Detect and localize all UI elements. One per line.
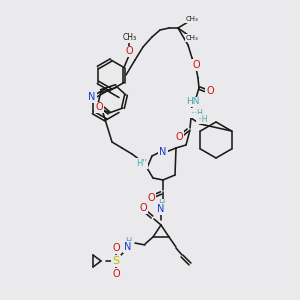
Text: O: O	[192, 60, 200, 70]
Text: ···H: ···H	[190, 109, 203, 118]
Text: O: O	[175, 132, 183, 142]
Text: O: O	[139, 203, 147, 213]
Text: N: N	[124, 242, 132, 252]
Text: O: O	[112, 269, 120, 279]
Text: O: O	[112, 243, 120, 253]
Text: CH₃: CH₃	[123, 33, 137, 42]
Text: O: O	[125, 46, 133, 56]
Text: H: H	[158, 200, 164, 208]
Text: HN: HN	[186, 98, 200, 106]
Text: N: N	[88, 92, 96, 103]
Text: ··H: ··H	[197, 115, 207, 124]
Text: CH₃: CH₃	[186, 35, 198, 41]
Text: O: O	[147, 193, 155, 203]
Text: S: S	[112, 256, 120, 266]
Text: N: N	[157, 204, 165, 214]
Text: H'': H''	[136, 158, 147, 167]
Text: O: O	[206, 86, 214, 96]
Text: N: N	[159, 147, 167, 157]
Text: CH₃: CH₃	[186, 16, 198, 22]
Text: H: H	[125, 236, 131, 245]
Text: O: O	[95, 103, 103, 112]
